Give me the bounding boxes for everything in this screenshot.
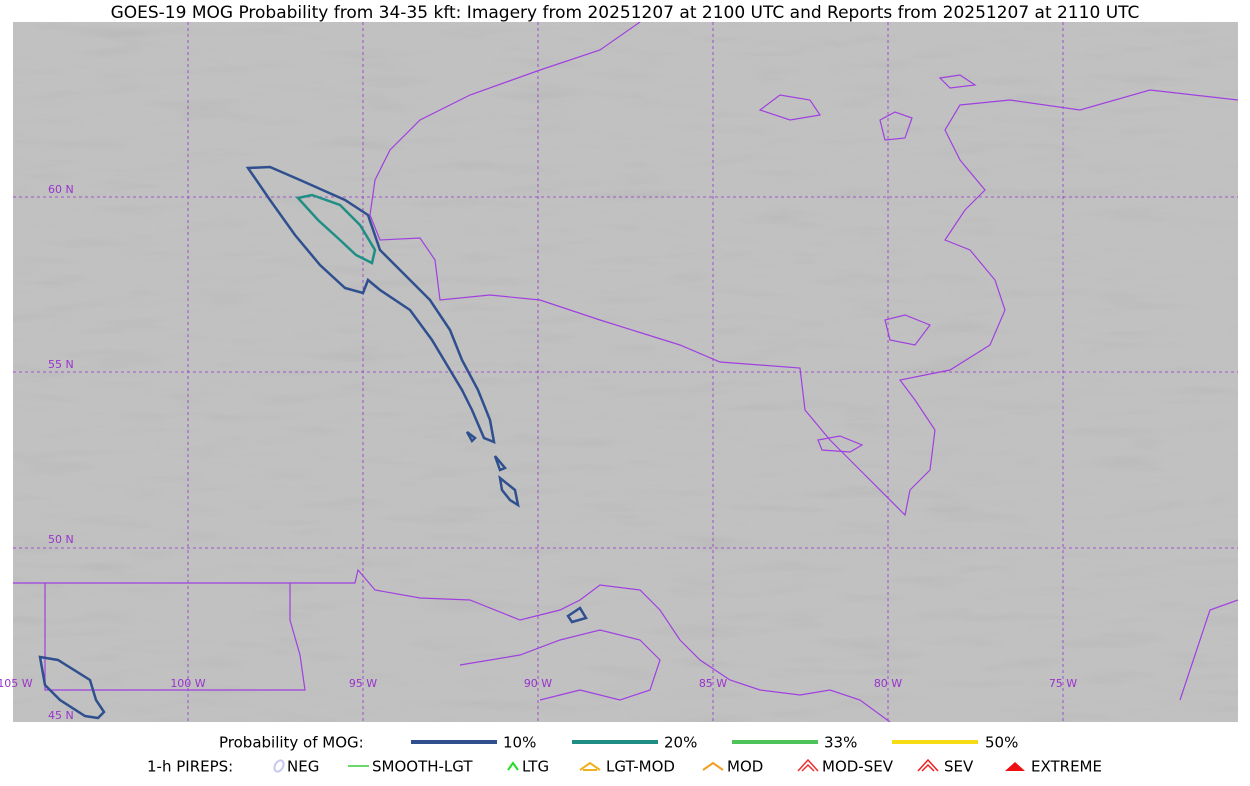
longitude-label: 90 W xyxy=(524,677,552,690)
contour-10 xyxy=(38,655,106,720)
ltg-icon xyxy=(507,761,519,771)
map xyxy=(13,22,1238,722)
pirep-legend: 1-h PIREPS: NEG SMOOTH-LGT LTG LGT-MOD M… xyxy=(147,758,1102,776)
longitude-label: 80 W xyxy=(874,677,902,690)
lgt-mod-icon xyxy=(579,761,601,771)
legend-label: 50% xyxy=(985,734,1018,752)
legend-label: LGT-MOD xyxy=(606,758,675,776)
contour-10 xyxy=(493,455,508,472)
extreme-icon xyxy=(1005,762,1025,771)
longitude-label: 75 W xyxy=(1049,677,1077,690)
longitude-label: 95 W xyxy=(349,677,377,690)
mod-icon xyxy=(702,761,724,771)
legend-label: MOD-SEV xyxy=(822,758,894,776)
longitude-label: 85 W xyxy=(699,677,727,690)
probability-legend: Probability of MOG: 10% 20% 33% 50% xyxy=(219,734,1018,752)
legend-label: 33% xyxy=(824,734,857,752)
legend-label: SEV xyxy=(944,758,974,776)
mod-sev-icon xyxy=(797,758,819,772)
probability-contours xyxy=(38,165,588,720)
contour-20 xyxy=(295,193,377,265)
contour-10 xyxy=(465,431,477,444)
legend-label: SMOOTH-LGT xyxy=(372,758,473,776)
title: GOES-19 MOG Probability from 34-35 kft: … xyxy=(111,3,1140,23)
longitude-label: 105 W xyxy=(0,677,33,690)
longitude-label: 100 W xyxy=(170,677,205,690)
neg-icon xyxy=(273,759,285,773)
legend-title: 1-h PIREPS: xyxy=(147,758,233,776)
legend-title: Probability of MOG: xyxy=(219,734,364,752)
contour-10 xyxy=(245,165,496,444)
coastlines xyxy=(13,22,1238,722)
graticule xyxy=(13,22,1238,722)
contour-10 xyxy=(566,606,588,624)
latitude-label: 50 N xyxy=(48,533,74,546)
legend-label: 10% xyxy=(503,734,536,752)
latitude-label: 45 N xyxy=(48,709,74,722)
contour-10 xyxy=(498,474,520,508)
legend-label: 20% xyxy=(664,734,697,752)
latitude-label: 55 N xyxy=(48,358,74,371)
sev-icon xyxy=(917,758,939,772)
latitude-label: 60 N xyxy=(48,183,74,196)
legend-label: NEG xyxy=(287,758,319,776)
legend-label: MOD xyxy=(727,758,763,776)
legend-label: EXTREME xyxy=(1031,758,1102,776)
legend-label: LTG xyxy=(522,758,549,776)
